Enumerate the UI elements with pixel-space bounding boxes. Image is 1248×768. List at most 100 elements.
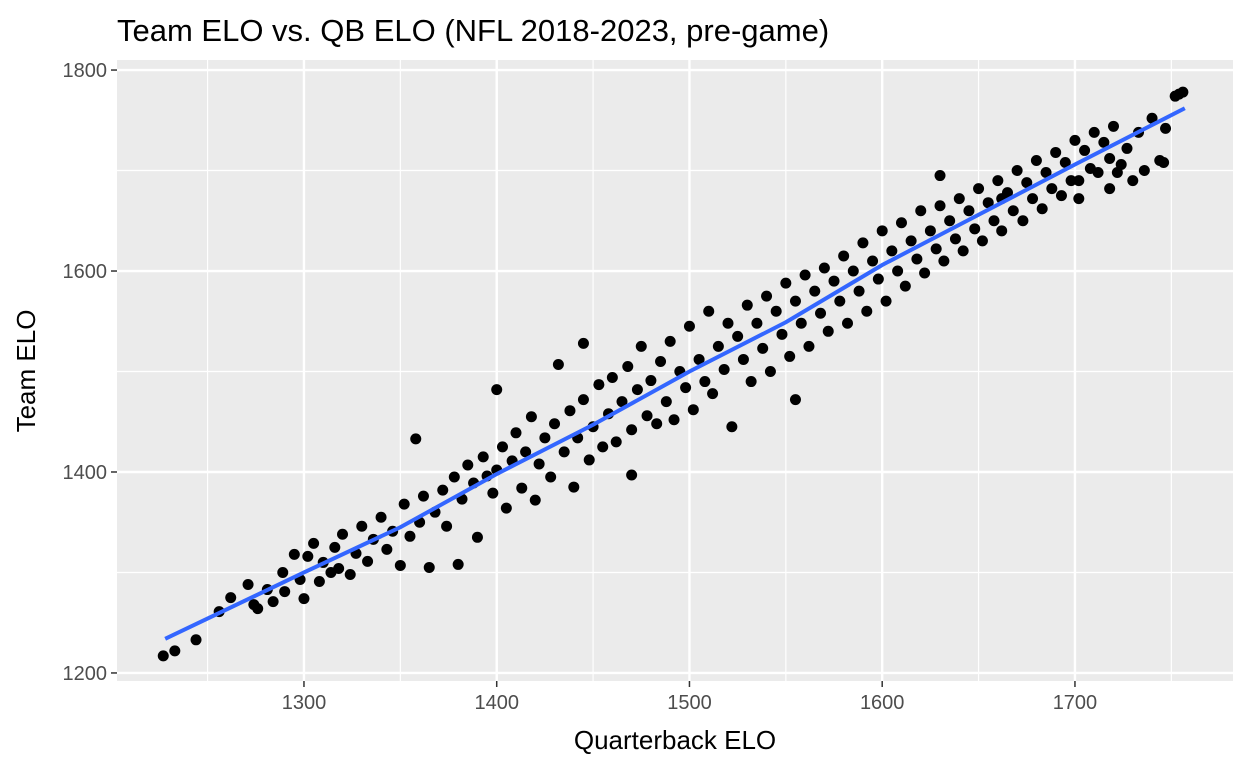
x-tick-label: 1700 — [1053, 692, 1098, 714]
data-point — [886, 245, 897, 256]
data-point — [906, 235, 917, 246]
data-point — [973, 183, 984, 194]
data-point — [1027, 193, 1038, 204]
data-point — [800, 270, 811, 281]
data-point — [732, 331, 743, 342]
data-point — [597, 441, 608, 452]
data-point — [765, 366, 776, 377]
data-point — [838, 250, 849, 261]
chart-title: Team ELO vs. QB ELO (NFL 2018-2023, pre-… — [117, 13, 829, 48]
data-point — [776, 329, 787, 340]
data-point — [815, 308, 826, 319]
data-point — [564, 405, 575, 416]
data-point — [418, 491, 429, 502]
x-axis-ticks: 1300 1400 1500 1600 1700 — [282, 681, 1097, 714]
y-axis-title: Team ELO — [11, 310, 41, 433]
data-point — [867, 255, 878, 266]
data-point — [900, 281, 911, 292]
data-point — [1160, 123, 1171, 134]
data-point — [1121, 143, 1132, 154]
data-point — [404, 531, 415, 542]
data-point — [453, 559, 464, 570]
data-point — [925, 225, 936, 236]
data-point — [703, 306, 714, 317]
data-point — [549, 418, 560, 429]
data-point — [1037, 203, 1048, 214]
data-point — [996, 225, 1007, 236]
data-point — [819, 263, 830, 274]
y-tick-label: 1600 — [63, 261, 108, 283]
data-point — [892, 266, 903, 277]
data-point — [873, 274, 884, 285]
data-point — [726, 421, 737, 432]
data-point — [742, 300, 753, 311]
data-point — [308, 538, 319, 549]
data-point — [1073, 193, 1084, 204]
y-tick-label: 1800 — [63, 60, 108, 82]
data-point — [472, 532, 483, 543]
data-point — [877, 225, 888, 236]
data-point — [688, 404, 699, 415]
data-point — [329, 542, 340, 553]
data-point — [1127, 175, 1138, 186]
data-point — [1093, 167, 1104, 178]
data-point — [1008, 205, 1019, 216]
data-point — [1177, 87, 1188, 98]
data-point — [680, 382, 691, 393]
data-point — [1158, 157, 1169, 168]
data-point — [1017, 215, 1028, 226]
data-point — [861, 306, 872, 317]
data-point — [607, 372, 618, 383]
data-point — [534, 458, 545, 469]
x-tick-label: 1300 — [282, 692, 327, 714]
data-point — [854, 286, 865, 297]
x-tick-label: 1400 — [474, 692, 519, 714]
data-point — [491, 384, 502, 395]
data-point — [809, 286, 820, 297]
data-point — [437, 485, 448, 496]
data-point — [545, 472, 556, 483]
data-point — [158, 650, 169, 661]
data-point — [738, 354, 749, 365]
data-point — [376, 512, 387, 523]
data-point — [992, 175, 1003, 186]
data-point — [823, 326, 834, 337]
data-point — [626, 424, 637, 435]
data-point — [655, 356, 666, 367]
data-point — [568, 482, 579, 493]
data-point — [954, 193, 965, 204]
data-point — [381, 544, 392, 555]
data-point — [642, 410, 653, 421]
data-point — [713, 341, 724, 352]
data-point — [645, 375, 656, 386]
data-point — [699, 376, 710, 387]
data-point — [578, 338, 589, 349]
data-point — [510, 427, 521, 438]
data-point — [757, 343, 768, 354]
data-point — [938, 255, 949, 266]
data-point — [516, 483, 527, 494]
data-point — [719, 364, 730, 375]
data-point — [487, 488, 498, 499]
data-point — [539, 432, 550, 443]
data-point — [790, 296, 801, 307]
data-point — [1046, 183, 1057, 194]
data-point — [771, 306, 782, 317]
data-point — [1104, 183, 1115, 194]
data-point — [796, 318, 807, 329]
data-point — [651, 418, 662, 429]
data-point — [395, 560, 406, 571]
data-point — [478, 451, 489, 462]
data-point — [1108, 121, 1119, 132]
data-point — [780, 278, 791, 289]
data-point — [333, 563, 344, 574]
data-point — [626, 470, 637, 481]
data-point — [751, 318, 762, 329]
data-point — [553, 359, 564, 370]
data-point — [935, 170, 946, 181]
data-point — [746, 376, 757, 387]
data-point — [449, 472, 460, 483]
data-point — [1112, 167, 1123, 178]
data-point — [915, 205, 926, 216]
